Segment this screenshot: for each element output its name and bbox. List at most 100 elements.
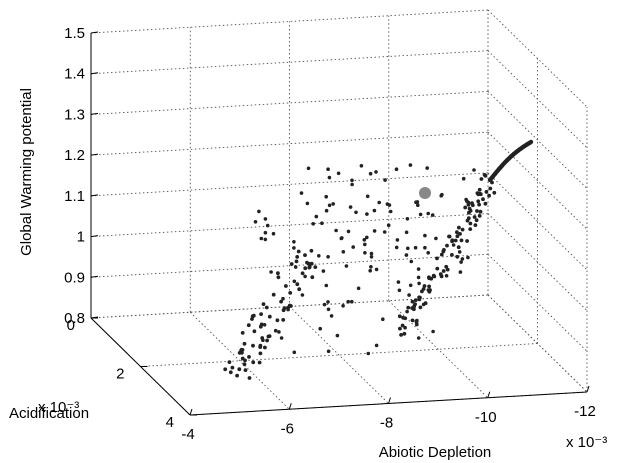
data-point bbox=[348, 205, 353, 209]
data-point bbox=[366, 351, 371, 356]
data-point bbox=[386, 223, 391, 227]
data-point bbox=[414, 200, 418, 204]
data-point bbox=[326, 167, 330, 171]
data-point bbox=[455, 234, 460, 239]
data-point bbox=[399, 333, 403, 337]
x-tick-label: -8 bbox=[380, 415, 393, 432]
data-point bbox=[458, 270, 463, 274]
data-point bbox=[300, 293, 305, 297]
grid-line bbox=[388, 300, 489, 399]
y-tick-label: 0 bbox=[67, 317, 75, 334]
data-point bbox=[475, 191, 480, 196]
data-point bbox=[413, 298, 418, 302]
data-point bbox=[292, 246, 296, 250]
grid-line bbox=[487, 253, 588, 352]
data-point bbox=[492, 190, 497, 195]
data-point bbox=[281, 296, 285, 301]
data-point bbox=[406, 305, 411, 310]
data-point bbox=[396, 280, 401, 284]
data-point bbox=[410, 306, 414, 310]
data-point bbox=[265, 338, 269, 343]
data-point bbox=[395, 238, 400, 242]
data-points bbox=[223, 139, 534, 380]
data-point bbox=[427, 275, 431, 280]
data-point bbox=[374, 343, 379, 348]
data-point bbox=[409, 259, 414, 264]
data-point bbox=[425, 166, 430, 170]
data-point bbox=[297, 287, 302, 292]
data-point bbox=[455, 254, 460, 259]
data-point bbox=[466, 200, 471, 205]
data-point bbox=[478, 209, 483, 214]
data-point bbox=[445, 243, 449, 248]
data-point bbox=[310, 275, 315, 280]
data-point bbox=[281, 308, 286, 313]
data-point bbox=[303, 274, 307, 279]
data-point bbox=[300, 271, 305, 276]
data-point bbox=[261, 338, 265, 343]
z-tick-mark bbox=[90, 31, 99, 34]
data-point bbox=[269, 270, 273, 274]
data-point bbox=[418, 305, 423, 310]
data-point bbox=[307, 265, 312, 270]
data-point bbox=[257, 209, 261, 214]
data-point bbox=[289, 262, 294, 266]
data-point bbox=[289, 304, 293, 308]
x-tick-label: -6 bbox=[281, 420, 294, 437]
data-point bbox=[460, 227, 465, 232]
data-point bbox=[397, 288, 402, 293]
data-point bbox=[377, 200, 382, 205]
data-point bbox=[459, 260, 463, 264]
x-tick-label: -12 bbox=[574, 403, 596, 420]
data-point bbox=[263, 230, 268, 235]
data-point bbox=[439, 274, 444, 279]
z-tick-label: 0.9 bbox=[64, 269, 85, 286]
data-point bbox=[434, 236, 438, 241]
data-point bbox=[465, 239, 469, 243]
data-point bbox=[327, 175, 332, 180]
grid-line bbox=[487, 9, 588, 108]
data-point bbox=[258, 343, 263, 348]
data-point bbox=[388, 209, 393, 214]
data-point bbox=[262, 323, 267, 327]
grid-line bbox=[90, 131, 489, 156]
data-point bbox=[322, 302, 327, 307]
data-point bbox=[296, 249, 301, 254]
data-point bbox=[326, 349, 331, 354]
data-point bbox=[458, 232, 462, 236]
data-point bbox=[365, 194, 370, 199]
data-point bbox=[276, 271, 280, 276]
data-point bbox=[247, 355, 251, 359]
data-point bbox=[313, 265, 318, 269]
grid-line bbox=[90, 90, 489, 115]
z-tick-mark bbox=[90, 316, 99, 319]
data-point bbox=[441, 249, 446, 254]
z-tick-mark bbox=[90, 194, 99, 197]
data-point bbox=[431, 329, 435, 334]
data-point bbox=[235, 373, 240, 378]
highlight-point bbox=[419, 187, 431, 199]
data-point bbox=[455, 230, 459, 235]
data-point bbox=[321, 269, 326, 273]
data-point bbox=[362, 238, 367, 242]
data-point bbox=[267, 314, 272, 319]
data-point bbox=[404, 230, 409, 235]
data-point bbox=[275, 318, 280, 323]
data-point bbox=[276, 275, 281, 280]
data-point bbox=[416, 267, 421, 271]
data-point bbox=[368, 171, 373, 176]
data-point bbox=[426, 288, 431, 292]
data-point bbox=[329, 314, 334, 318]
data-point bbox=[368, 268, 373, 273]
data-point bbox=[228, 370, 233, 375]
data-point bbox=[426, 251, 431, 255]
data-point bbox=[326, 254, 330, 259]
data-point bbox=[288, 291, 293, 295]
data-point bbox=[474, 218, 479, 223]
data-point bbox=[336, 171, 341, 176]
data-point bbox=[405, 217, 410, 221]
data-point bbox=[483, 201, 488, 206]
data-point bbox=[295, 282, 300, 287]
data-point bbox=[398, 326, 402, 331]
data-point bbox=[309, 248, 314, 253]
